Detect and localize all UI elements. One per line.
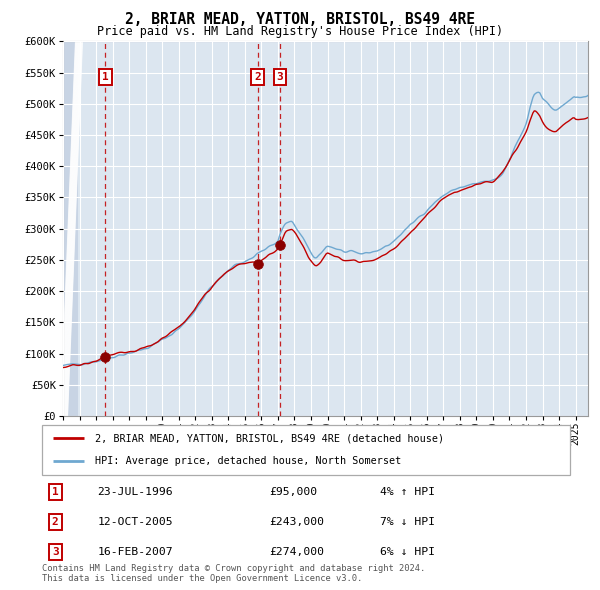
- Text: 3: 3: [52, 548, 59, 557]
- Text: 2: 2: [52, 517, 59, 527]
- Text: 1: 1: [102, 72, 109, 82]
- Text: 4% ↑ HPI: 4% ↑ HPI: [380, 487, 435, 497]
- Text: This data is licensed under the Open Government Licence v3.0.: This data is licensed under the Open Gov…: [42, 573, 362, 582]
- Text: HPI: Average price, detached house, North Somerset: HPI: Average price, detached house, Nort…: [95, 457, 401, 467]
- Text: 1: 1: [52, 487, 59, 497]
- Text: Price paid vs. HM Land Registry's House Price Index (HPI): Price paid vs. HM Land Registry's House …: [97, 25, 503, 38]
- Text: £274,000: £274,000: [269, 548, 324, 557]
- Text: 2: 2: [254, 72, 261, 82]
- Text: £243,000: £243,000: [269, 517, 324, 527]
- FancyBboxPatch shape: [42, 425, 570, 475]
- Text: 16-FEB-2007: 16-FEB-2007: [97, 548, 173, 557]
- Text: 2, BRIAR MEAD, YATTON, BRISTOL, BS49 4RE (detached house): 2, BRIAR MEAD, YATTON, BRISTOL, BS49 4RE…: [95, 433, 444, 443]
- Text: 23-JUL-1996: 23-JUL-1996: [97, 487, 173, 497]
- Polygon shape: [63, 41, 78, 416]
- Text: 3: 3: [277, 72, 283, 82]
- Text: 12-OCT-2005: 12-OCT-2005: [97, 517, 173, 527]
- Text: £95,000: £95,000: [269, 487, 317, 497]
- Text: 2, BRIAR MEAD, YATTON, BRISTOL, BS49 4RE: 2, BRIAR MEAD, YATTON, BRISTOL, BS49 4RE: [125, 12, 475, 27]
- Text: Contains HM Land Registry data © Crown copyright and database right 2024.: Contains HM Land Registry data © Crown c…: [42, 564, 425, 573]
- Text: 7% ↓ HPI: 7% ↓ HPI: [380, 517, 435, 527]
- Text: 6% ↓ HPI: 6% ↓ HPI: [380, 548, 435, 557]
